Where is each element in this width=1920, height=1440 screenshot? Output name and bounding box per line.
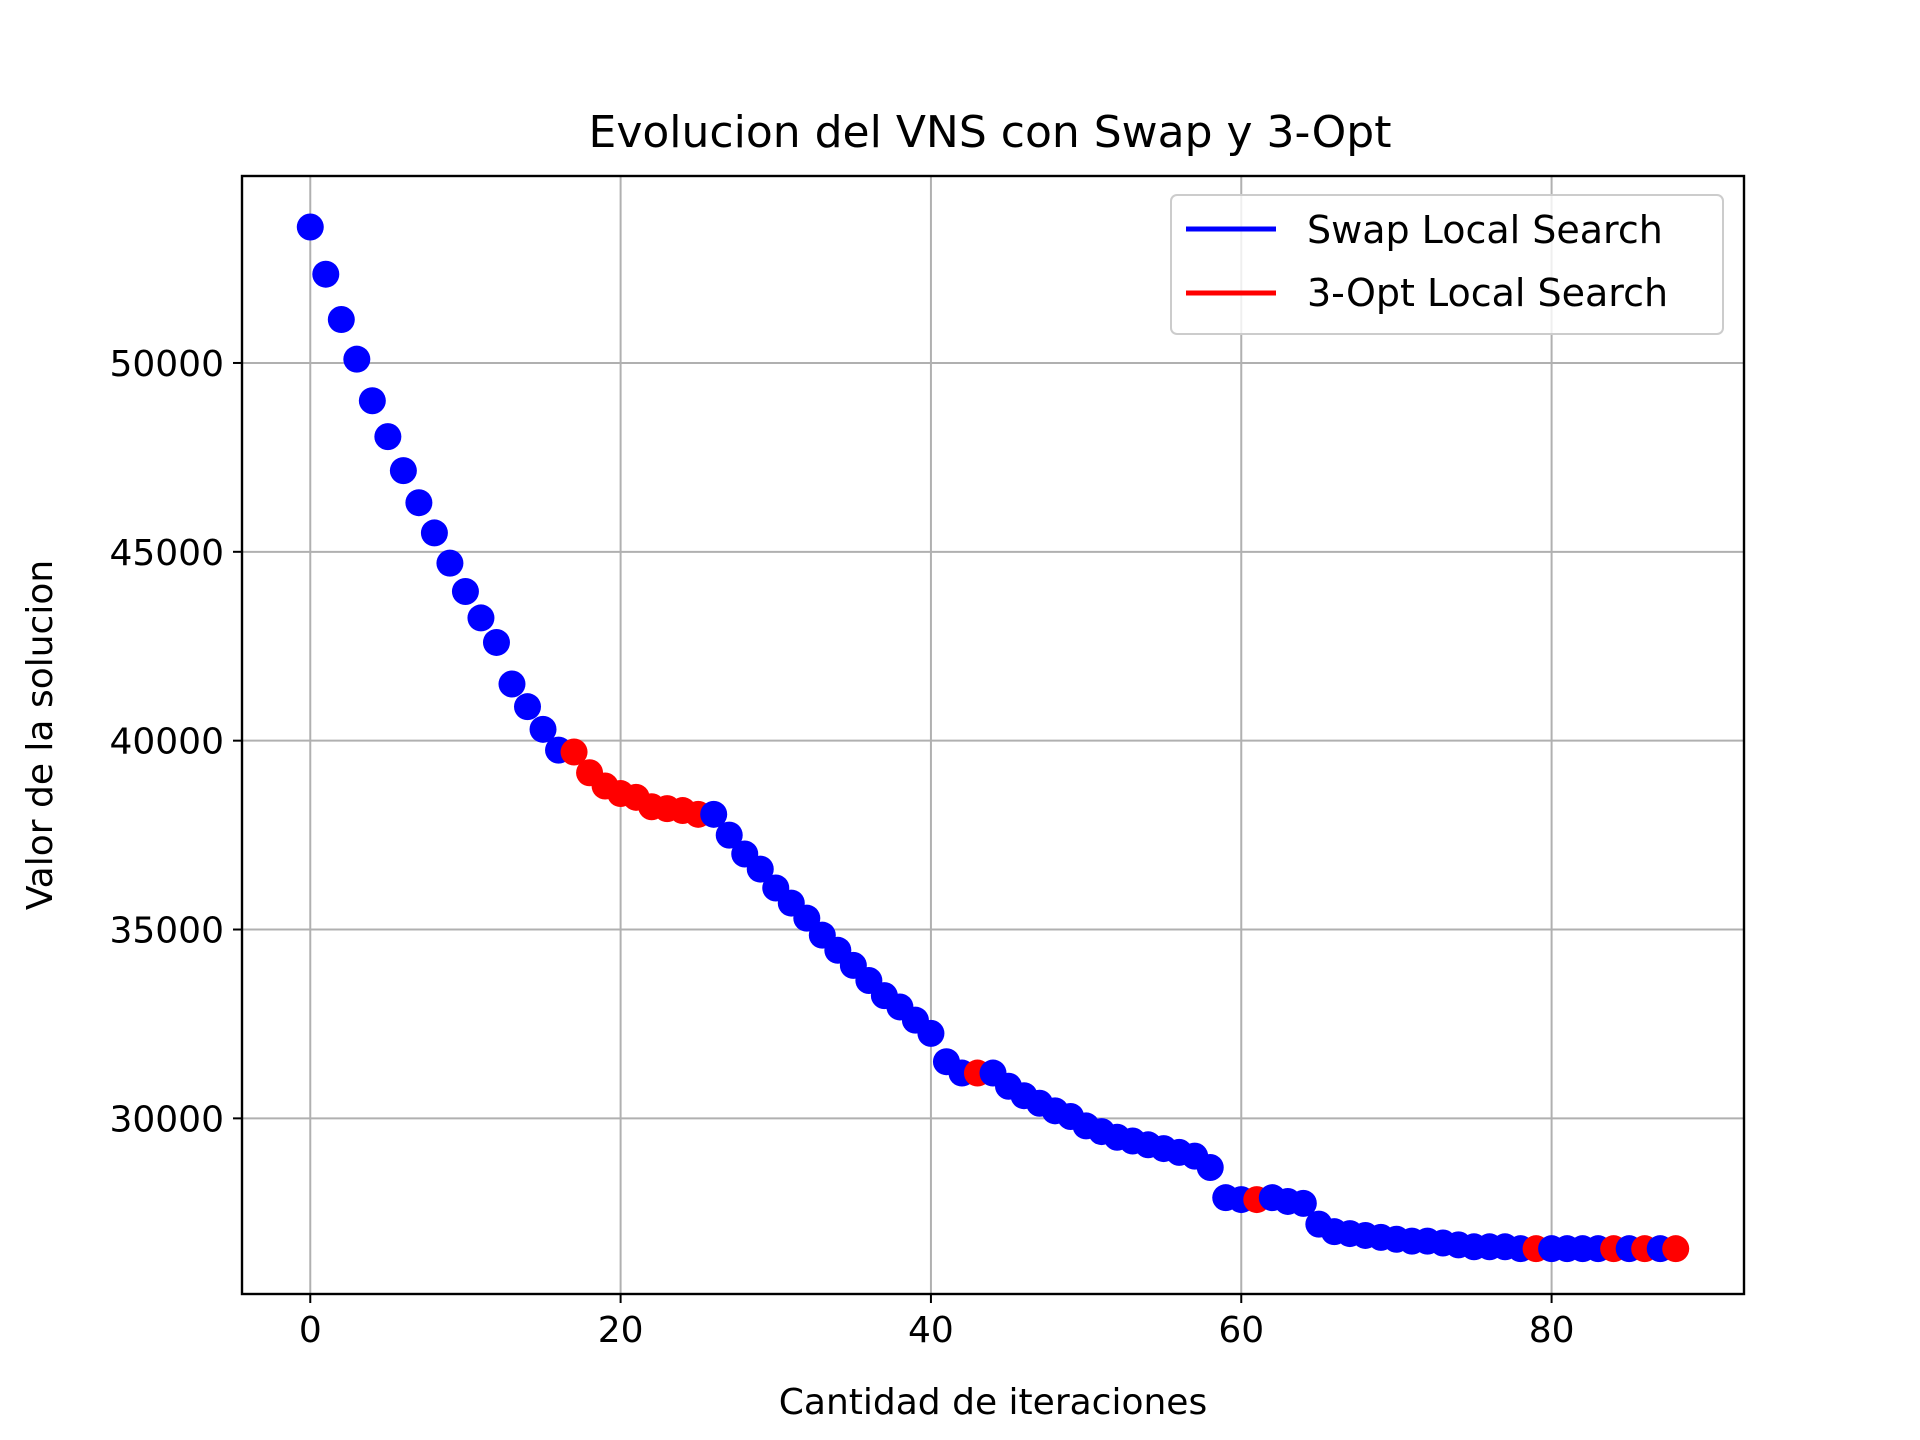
y-tick-label: 30000 — [109, 1099, 224, 1140]
x-axis-label: Cantidad de iteraciones — [779, 1382, 1207, 1423]
point-swap — [746, 855, 774, 883]
point-swap — [1196, 1153, 1224, 1181]
legend-swap-label: Swap Local Search — [1307, 208, 1663, 252]
gridlines — [242, 176, 1744, 1294]
plot-frame — [240, 174, 1746, 1296]
point-swap — [529, 715, 557, 743]
y-tick-label: 50000 — [109, 344, 224, 385]
y-tick-label: 40000 — [109, 722, 224, 763]
point-swap — [451, 577, 479, 605]
point-swap — [327, 306, 355, 334]
point-swap — [389, 457, 417, 485]
x-tick-label: 20 — [598, 1310, 644, 1351]
data-points — [296, 213, 1690, 1263]
point-swap — [358, 387, 386, 415]
legend-box — [1170, 194, 1724, 335]
point-3opt — [560, 738, 588, 766]
point-3opt — [1662, 1235, 1690, 1263]
point-swap — [514, 693, 542, 721]
y-tick-label: 45000 — [109, 533, 224, 574]
point-swap — [312, 260, 340, 288]
point-swap — [436, 549, 464, 577]
x-tick-label: 0 — [299, 1310, 322, 1351]
point-swap — [374, 423, 402, 451]
y-axis-label: Valor de la solucion — [20, 560, 61, 910]
legend: Swap Local Search 3-Opt Local Search — [1170, 194, 1724, 335]
point-swap — [1289, 1189, 1317, 1217]
chart-title: Evolucion del VNS con Swap y 3-Opt — [589, 107, 1392, 158]
point-swap — [700, 800, 728, 828]
point-swap — [420, 519, 448, 547]
point-swap — [482, 628, 510, 656]
y-tick-label: 35000 — [109, 911, 224, 952]
point-swap — [498, 670, 526, 698]
point-swap — [296, 213, 324, 241]
point-swap — [917, 1019, 945, 1047]
point-swap — [343, 345, 371, 373]
x-tick-label: 40 — [908, 1310, 954, 1351]
x-tick-label: 60 — [1218, 1310, 1264, 1351]
legend-3opt-label: 3-Opt Local Search — [1307, 271, 1668, 315]
x-tick-label: 80 — [1529, 1310, 1575, 1351]
point-swap — [715, 821, 743, 849]
point-swap — [467, 604, 495, 632]
axis-ticks: 0 20 40 60 80 30000 35000 40000 45000 50000 — [109, 344, 1574, 1351]
point-swap — [405, 489, 433, 517]
